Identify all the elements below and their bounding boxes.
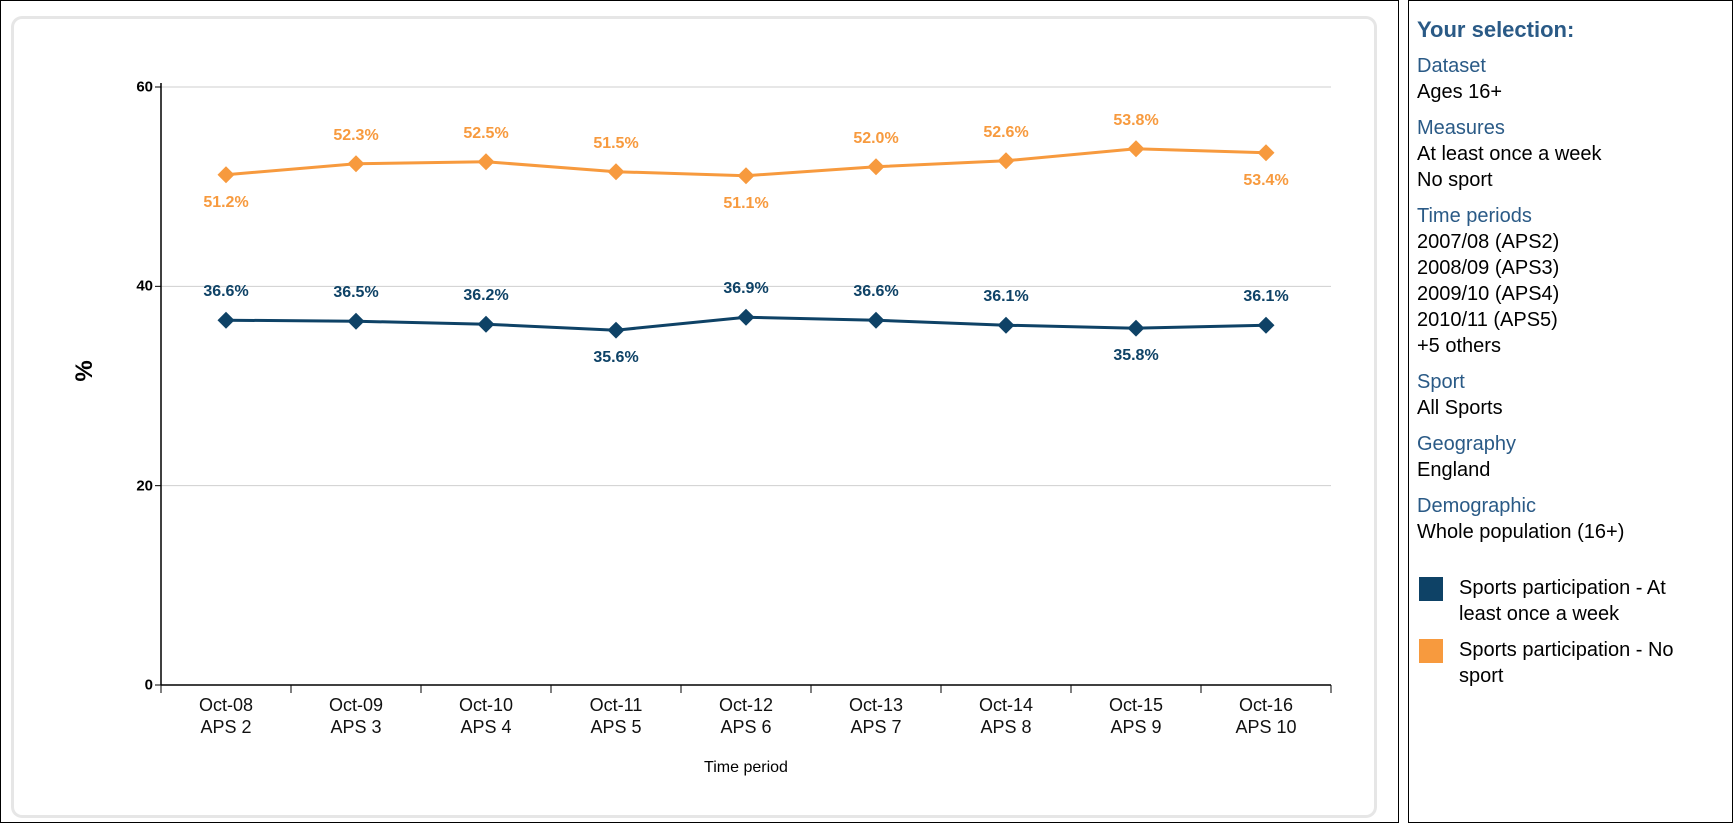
point <box>217 166 235 184</box>
point <box>477 315 495 333</box>
section-heading: Time periods <box>1417 205 1532 227</box>
point <box>997 152 1015 170</box>
y-axis-label: % <box>71 360 98 382</box>
data-label: 52.6% <box>983 123 1029 141</box>
selection: Your selection: Dataset Ages 16+ Measures At… <box>1417 17 1699 689</box>
point <box>217 311 235 329</box>
section-item: No sport <box>1417 169 1493 191</box>
data-label: 51.5% <box>593 134 639 152</box>
legend-swatch <box>1419 639 1443 663</box>
x-tick-label: Oct-16 APS 10 <box>1235 695 1297 737</box>
chart-panel <box>14 19 1374 815</box>
y-tick-label: 40 <box>136 277 153 295</box>
data-label: 52.5% <box>463 124 509 142</box>
legend-entry: Sports participation - At least once a w… <box>1417 575 1699 627</box>
point <box>867 311 885 329</box>
data-label: 35.6% <box>593 349 639 367</box>
x-tick-label: Oct-15 APS 9 <box>1108 695 1164 737</box>
x-tick-label: Oct-08 APS 2 <box>198 695 254 737</box>
chart-area: 0 20 40 60 Oct-08 APS 2 Oct-09 APS 3 Oct-10 AP… <box>0 0 1399 823</box>
x-tick-label: Oct-12 APS 6 <box>718 695 774 737</box>
section-item: 2010/11 (APS5) <box>1417 309 1558 331</box>
legend-label: Sports participation - At least once a w… <box>1459 577 1666 625</box>
section-item: Ages 16+ <box>1417 81 1503 103</box>
section-item: 2007/08 (APS2) <box>1417 231 1560 253</box>
legend: Sports participation - At least once a w… <box>1417 575 1699 689</box>
data-label: 53.8% <box>1113 111 1159 129</box>
data-label: 36.5% <box>333 284 379 302</box>
section-heading: Dataset <box>1417 55 1486 77</box>
section-heading: Sport <box>1417 371 1465 393</box>
legend-swatch <box>1419 577 1443 601</box>
data-label: 51.2% <box>203 193 249 211</box>
point <box>867 158 885 176</box>
point <box>1127 140 1145 158</box>
data-label: 52.3% <box>333 126 379 144</box>
point <box>347 155 365 173</box>
chart <box>155 83 1332 693</box>
section-heading: Measures <box>1417 117 1505 139</box>
x-axis-label: Time period <box>704 759 788 776</box>
point <box>1257 144 1275 162</box>
y-tick-label: 60 <box>136 78 153 96</box>
data-label: 52.0% <box>853 129 899 147</box>
section-item: 2008/09 (APS3) <box>1417 257 1560 279</box>
section-item: England <box>1417 459 1491 481</box>
section-item: At least once a week <box>1417 143 1602 165</box>
data-label: 36.9% <box>723 280 769 298</box>
x-tick-label: Oct-10 APS 4 <box>458 695 514 737</box>
selection-panel: Your selection: Dataset Ages 16+ Measures At… <box>1408 0 1733 823</box>
data-label: 36.1% <box>1243 288 1289 306</box>
data-label: 36.1% <box>983 288 1029 306</box>
data-label: 36.6% <box>203 283 249 301</box>
section-item: +5 others <box>1417 335 1501 357</box>
section-item: Whole population (16+) <box>1417 521 1625 543</box>
data-label: 35.8% <box>1113 347 1159 365</box>
point <box>347 312 365 330</box>
section-item: 2009/10 (APS4) <box>1417 283 1560 305</box>
data-label: 36.2% <box>463 287 509 305</box>
y-tick-label: 20 <box>136 477 153 495</box>
point <box>997 316 1015 334</box>
data-label: 51.1% <box>723 194 769 212</box>
section-heading: Geography <box>1417 433 1516 455</box>
selection-title: Your selection: <box>1417 17 1575 42</box>
legend-entry: Sports participation - No sport <box>1417 637 1699 689</box>
point <box>607 163 625 181</box>
section-item: All Sports <box>1417 397 1503 419</box>
section-heading: Demographic <box>1417 495 1536 517</box>
point <box>737 167 755 185</box>
x-tick-label: Oct-13 APS 7 <box>848 695 904 737</box>
x-tick-label: Oct-11 APS 5 <box>589 695 643 737</box>
data-label: 36.6% <box>853 283 899 301</box>
x-tick-label: Oct-09 APS 3 <box>328 695 384 737</box>
point <box>607 321 625 339</box>
point <box>477 153 495 171</box>
point <box>737 308 755 326</box>
data-label: 53.4% <box>1243 171 1289 189</box>
legend-label: Sports participation - No sport <box>1459 639 1674 687</box>
y-tick-label: 0 <box>144 676 153 694</box>
point <box>1127 319 1145 337</box>
point <box>1257 316 1275 334</box>
x-tick-label: Oct-14 APS 8 <box>978 695 1034 737</box>
